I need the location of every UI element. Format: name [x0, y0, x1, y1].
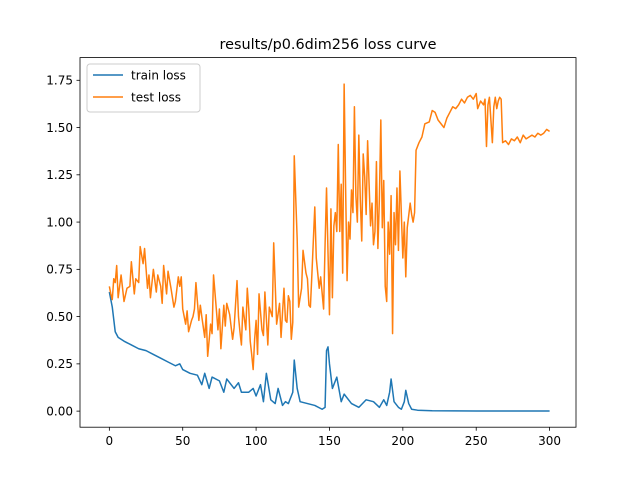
series-line-test-loss — [108, 83, 550, 371]
y-tick-label: 1.50 — [46, 121, 73, 135]
x-tick-label: 300 — [538, 434, 561, 448]
y-tick-label: 0.75 — [46, 263, 73, 277]
legend-box — [86, 63, 201, 113]
x-tick-label: 50 — [175, 434, 190, 448]
legend-label-test-loss: test loss — [131, 91, 181, 105]
x-tick-label: 100 — [245, 434, 268, 448]
series-line-train-loss — [108, 291, 550, 412]
axes-frame — [79, 57, 577, 428]
y-tick-label: 0.25 — [46, 357, 73, 371]
series-layer — [108, 83, 550, 412]
y-tick-label: 1.75 — [46, 74, 73, 88]
ticks-layer: 0 50 100 150 200 250 300 0.00 0.25 0.50 0.75 1.00 1.… — [46, 74, 561, 449]
y-tick-label: 0.50 — [46, 310, 73, 324]
x-tick-label: 150 — [318, 434, 341, 448]
legend: train loss test loss — [86, 63, 201, 113]
legend-label-train-loss: train loss — [131, 69, 186, 83]
y-tick-label: 1.00 — [46, 215, 73, 229]
chart-title: results/p0.6dim256 loss curve — [220, 37, 437, 53]
y-tick-label: 0.00 — [46, 404, 73, 418]
x-tick-label: 0 — [106, 434, 114, 448]
x-tick-label: 200 — [391, 434, 414, 448]
x-tick-label: 250 — [465, 434, 488, 448]
y-tick-label: 1.25 — [46, 168, 73, 182]
